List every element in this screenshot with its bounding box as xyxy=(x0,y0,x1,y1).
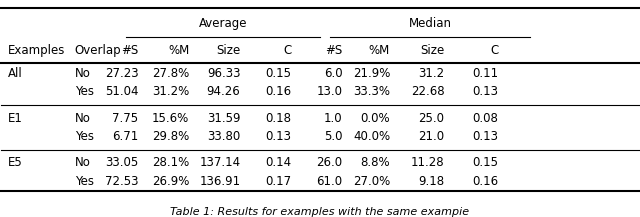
Text: 28.1%: 28.1% xyxy=(152,156,189,169)
Text: 6.0: 6.0 xyxy=(324,67,342,80)
Text: 0.16: 0.16 xyxy=(265,85,291,99)
Text: %M: %M xyxy=(369,44,390,57)
Text: %M: %M xyxy=(168,44,189,57)
Text: 136.91: 136.91 xyxy=(199,175,241,188)
Text: 72.53: 72.53 xyxy=(105,175,138,188)
Text: 21.0: 21.0 xyxy=(418,130,444,143)
Text: 1.0: 1.0 xyxy=(324,112,342,125)
Text: 0.13: 0.13 xyxy=(472,85,499,99)
Text: 27.0%: 27.0% xyxy=(353,175,390,188)
Text: 0.17: 0.17 xyxy=(265,175,291,188)
Text: 27.8%: 27.8% xyxy=(152,67,189,80)
Text: 9.18: 9.18 xyxy=(418,175,444,188)
Text: 33.80: 33.80 xyxy=(207,130,241,143)
Text: #S: #S xyxy=(325,44,342,57)
Text: Size: Size xyxy=(216,44,241,57)
Text: 13.0: 13.0 xyxy=(316,85,342,99)
Text: 0.18: 0.18 xyxy=(266,112,291,125)
Text: Table 1: Results for examples with the same exampie: Table 1: Results for examples with the s… xyxy=(170,207,470,217)
Text: Examples: Examples xyxy=(8,44,65,57)
Text: 61.0: 61.0 xyxy=(316,175,342,188)
Text: C: C xyxy=(283,44,291,57)
Text: 33.3%: 33.3% xyxy=(353,85,390,99)
Text: Overlap: Overlap xyxy=(75,44,122,57)
Text: 51.04: 51.04 xyxy=(105,85,138,99)
Text: 31.59: 31.59 xyxy=(207,112,241,125)
Text: Average: Average xyxy=(198,17,247,30)
Text: 0.15: 0.15 xyxy=(472,156,499,169)
Text: 29.8%: 29.8% xyxy=(152,130,189,143)
Text: 22.68: 22.68 xyxy=(411,85,444,99)
Text: 26.0: 26.0 xyxy=(316,156,342,169)
Text: Yes: Yes xyxy=(75,130,93,143)
Text: 0.13: 0.13 xyxy=(266,130,291,143)
Text: 40.0%: 40.0% xyxy=(353,130,390,143)
Text: 96.33: 96.33 xyxy=(207,67,241,80)
Text: 8.8%: 8.8% xyxy=(360,156,390,169)
Text: 26.9%: 26.9% xyxy=(152,175,189,188)
Text: 5.0: 5.0 xyxy=(324,130,342,143)
Text: #S: #S xyxy=(121,44,138,57)
Text: 6.71: 6.71 xyxy=(112,130,138,143)
Text: 0.14: 0.14 xyxy=(265,156,291,169)
Text: No: No xyxy=(75,112,90,125)
Text: 31.2%: 31.2% xyxy=(152,85,189,99)
Text: Yes: Yes xyxy=(75,85,93,99)
Text: All: All xyxy=(8,67,22,80)
Text: 15.6%: 15.6% xyxy=(152,112,189,125)
Text: 31.2: 31.2 xyxy=(418,67,444,80)
Text: 21.9%: 21.9% xyxy=(353,67,390,80)
Text: 137.14: 137.14 xyxy=(199,156,241,169)
Text: Size: Size xyxy=(420,44,444,57)
Text: 25.0: 25.0 xyxy=(419,112,444,125)
Text: 0.15: 0.15 xyxy=(266,67,291,80)
Text: 11.28: 11.28 xyxy=(411,156,444,169)
Text: 94.26: 94.26 xyxy=(207,85,241,99)
Text: 0.0%: 0.0% xyxy=(360,112,390,125)
Text: Median: Median xyxy=(408,17,451,30)
Text: 0.11: 0.11 xyxy=(472,67,499,80)
Text: 0.13: 0.13 xyxy=(472,130,499,143)
Text: No: No xyxy=(75,156,90,169)
Text: No: No xyxy=(75,67,90,80)
Text: 0.08: 0.08 xyxy=(472,112,499,125)
Text: Yes: Yes xyxy=(75,175,93,188)
Text: 0.16: 0.16 xyxy=(472,175,499,188)
Text: 27.23: 27.23 xyxy=(105,67,138,80)
Text: 7.75: 7.75 xyxy=(112,112,138,125)
Text: C: C xyxy=(490,44,499,57)
Text: E5: E5 xyxy=(8,156,22,169)
Text: E1: E1 xyxy=(8,112,22,125)
Text: 33.05: 33.05 xyxy=(105,156,138,169)
